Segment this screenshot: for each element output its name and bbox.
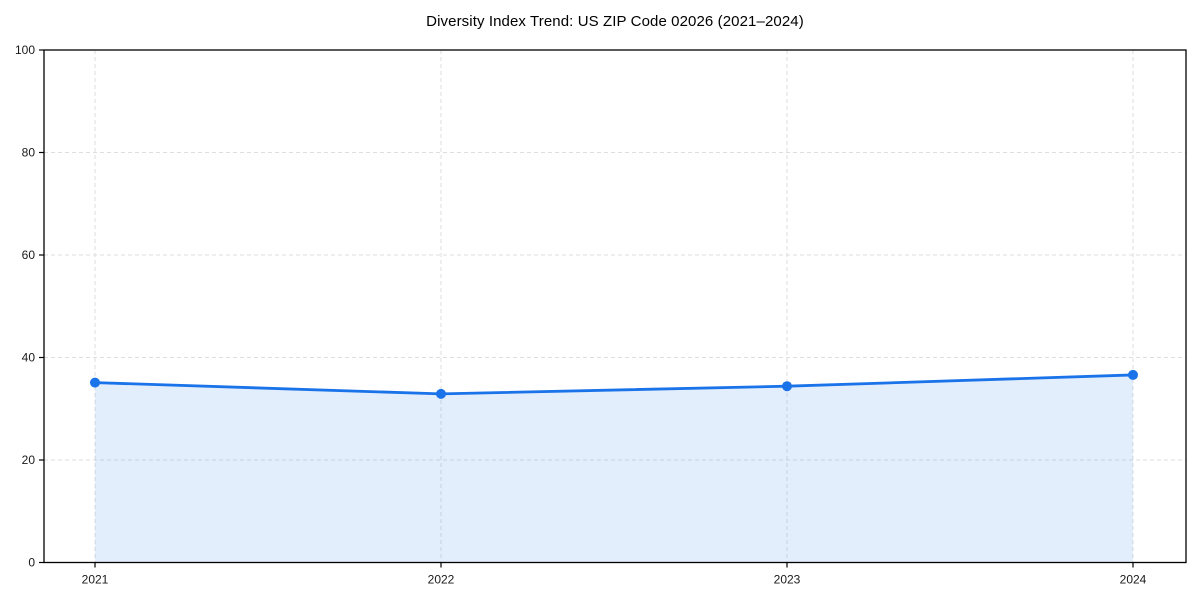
- y-tick-label-0: 0: [28, 556, 35, 570]
- plot-border: [43, 49, 1187, 564]
- y-tick-label-100: 100: [15, 43, 35, 57]
- trend-line: [93, 373, 1135, 396]
- chart-title: Diversity Index Trend: US ZIP Code 02026…: [426, 13, 804, 30]
- y-tick-label-60: 60: [22, 248, 36, 262]
- x-tick-label-2023: 2023: [774, 573, 801, 587]
- data-point-2022: [436, 388, 446, 399]
- x-tick-label-2024: 2024: [1120, 573, 1147, 587]
- x-tick-label-2021: 2021: [82, 573, 109, 587]
- area-fill: [95, 374, 1133, 563]
- data-point-2023: [782, 381, 792, 392]
- y-tick-label-20: 20: [22, 453, 36, 467]
- y-tick-label-40: 40: [22, 351, 36, 365]
- x-tick-label-2022: 2022: [428, 573, 455, 587]
- data-point-2021: [90, 377, 100, 388]
- y-tick-label-80: 80: [22, 146, 36, 160]
- data-point-2024: [1128, 369, 1138, 380]
